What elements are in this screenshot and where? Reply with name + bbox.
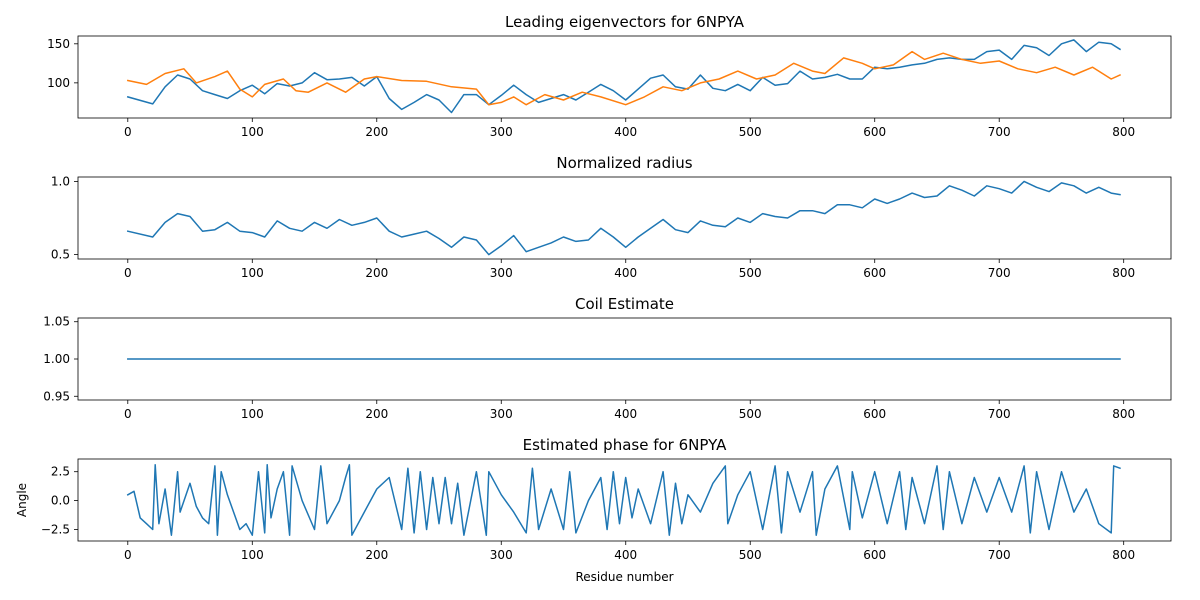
x-tick-label: 400 <box>614 548 637 562</box>
y-tick-label: 150 <box>47 37 70 51</box>
x-tick-label: 500 <box>739 548 762 562</box>
chart-title: Leading eigenvectors for 6NPYA <box>505 13 745 31</box>
x-tick-label: 300 <box>490 125 513 139</box>
series-line-1-0 <box>126 180 1121 256</box>
x-tick-label: 300 <box>490 266 513 280</box>
chart-panel-2: 0 100 200 300 400 500 600 700 800 0.95 1.00 1.05 Coi… <box>43 295 1172 421</box>
y-tick-label: 1.05 <box>43 315 70 329</box>
x-tick-label: 300 <box>490 548 513 562</box>
x-tick-label: 0 <box>124 548 132 562</box>
x-tick-label: 0 <box>124 125 132 139</box>
chart-title: Estimated phase for 6NPYA <box>523 436 727 454</box>
plot-frame <box>77 35 1172 119</box>
x-tick-label: 100 <box>241 548 264 562</box>
x-tick-label: 400 <box>614 407 637 421</box>
y-tick-label: 0.0 <box>51 494 70 508</box>
x-tick-label: 0 <box>124 407 132 421</box>
x-tick-label: 700 <box>988 407 1011 421</box>
y-axis-label: Angle <box>15 483 29 517</box>
x-tick-label: 100 <box>241 125 264 139</box>
x-tick-label: 700 <box>988 548 1011 562</box>
x-tick-label: 200 <box>365 407 388 421</box>
x-tick-label: 100 <box>241 266 264 280</box>
x-tick-label: 100 <box>241 407 264 421</box>
chart-title: Normalized radius <box>556 154 692 172</box>
x-tick-label: 200 <box>365 266 388 280</box>
x-tick-label: 0 <box>124 266 132 280</box>
x-tick-label: 600 <box>863 548 886 562</box>
y-tick-label: 2.5 <box>51 465 70 479</box>
series-line-3-0 <box>126 464 1121 536</box>
y-tick-label: 0.95 <box>43 389 70 403</box>
plot-frame <box>77 176 1172 260</box>
x-tick-label: 800 <box>1112 548 1135 562</box>
x-tick-label: 600 <box>863 125 886 139</box>
x-tick-label: 800 <box>1112 125 1135 139</box>
x-tick-label: 400 <box>614 266 637 280</box>
x-tick-label: 500 <box>739 125 762 139</box>
chart-panel-1: 0 100 200 300 400 500 600 700 800 0.5 1.0 Normalize… <box>51 154 1172 280</box>
x-tick-label: 400 <box>614 125 637 139</box>
x-tick-label: 700 <box>988 266 1011 280</box>
x-tick-label: 600 <box>863 407 886 421</box>
series-line-0-1 <box>126 50 1121 106</box>
chart-panel-0: 0 100 200 300 400 500 600 700 800 100 150 Leading e… <box>47 13 1172 139</box>
x-tick-label: 500 <box>739 266 762 280</box>
x-tick-label: 800 <box>1112 407 1135 421</box>
x-tick-label: 700 <box>988 125 1011 139</box>
y-tick-label: 1.00 <box>43 352 70 366</box>
x-tick-label: 200 <box>365 125 388 139</box>
chart-panel-3: 0 100 200 300 400 500 600 700 800 −2.5 0.0 2.5 Estim… <box>15 436 1172 584</box>
chart-title: Coil Estimate <box>575 295 674 313</box>
y-tick-label: 1.0 <box>51 174 70 188</box>
plot-frame <box>77 458 1172 542</box>
y-tick-label: 100 <box>47 76 70 90</box>
series-line-0-0 <box>126 39 1122 114</box>
x-axis-label: Residue number <box>575 570 673 584</box>
x-tick-label: 500 <box>739 407 762 421</box>
y-tick-label: −2.5 <box>41 522 70 536</box>
y-tick-label: 0.5 <box>51 248 70 262</box>
x-tick-label: 200 <box>365 548 388 562</box>
x-tick-label: 300 <box>490 407 513 421</box>
x-tick-label: 800 <box>1112 266 1135 280</box>
x-tick-label: 600 <box>863 266 886 280</box>
